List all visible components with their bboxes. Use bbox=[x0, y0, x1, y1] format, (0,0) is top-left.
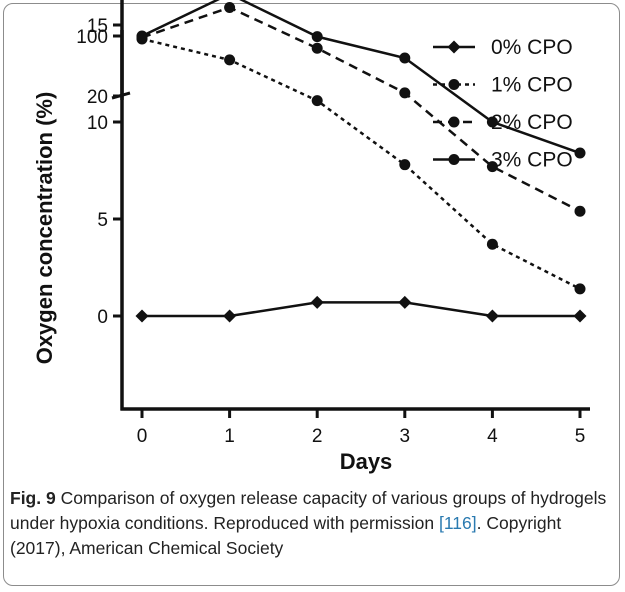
x-tick-label: 1 bbox=[224, 426, 235, 447]
y-tick-label: 0 bbox=[97, 307, 108, 328]
series-2-cpo-point bbox=[574, 205, 586, 217]
caption-text: Comparison of oxygen release capacity of… bbox=[10, 488, 607, 533]
series-0-cpo-point bbox=[135, 309, 149, 323]
series-3-cpo-point bbox=[311, 31, 323, 43]
x-axis-title: Days bbox=[340, 449, 393, 474]
series-0-cpo-point bbox=[573, 309, 587, 323]
legend-label: 1% CPO bbox=[491, 74, 573, 97]
x-tick-label: 5 bbox=[575, 426, 586, 447]
x-tick-label: 4 bbox=[487, 426, 498, 447]
x-tick-label: 3 bbox=[400, 426, 411, 447]
y-tick-label: 20 bbox=[87, 87, 108, 108]
legend-marker bbox=[447, 40, 461, 54]
x-tick-label: 0 bbox=[137, 426, 148, 447]
series-2-cpo-point bbox=[224, 2, 236, 14]
legend-marker bbox=[448, 154, 460, 165]
series-2-cpo-point bbox=[486, 161, 498, 173]
series-3-cpo-point bbox=[136, 30, 148, 42]
series-1-cpo-point bbox=[399, 159, 411, 171]
legend-marker bbox=[448, 79, 460, 90]
figure-label: Fig. 9 bbox=[10, 488, 56, 508]
series-1-cpo-point bbox=[224, 54, 236, 66]
series-1-cpo-point bbox=[574, 283, 586, 295]
series-0-cpo-point bbox=[310, 295, 324, 309]
series-0-cpo-line bbox=[142, 301, 580, 318]
y-tick-label: 10 bbox=[87, 113, 108, 134]
caption-copyright: . Copyright (2017), American Chemical So… bbox=[10, 513, 562, 558]
series-3-cpo-line bbox=[141, 0, 581, 155]
series-3-cpo-point bbox=[399, 52, 411, 64]
series-2-cpo-point bbox=[311, 42, 323, 54]
figure-caption: Fig. 9 Comparison of oxygen release capa… bbox=[10, 486, 610, 561]
legend-label: 0% CPO bbox=[491, 36, 573, 59]
series-2-cpo-point bbox=[399, 87, 411, 99]
y-tick-label: 100 bbox=[76, 27, 108, 48]
line-chart: 2010005101520012345DaysOxygen concentrat… bbox=[32, 0, 590, 474]
series-1-cpo-line bbox=[141, 37, 581, 290]
series-3-cpo-point bbox=[574, 147, 586, 159]
figure-frame bbox=[3, 3, 620, 586]
y-tick-label: 5 bbox=[97, 210, 108, 231]
series-0-cpo-point bbox=[223, 309, 237, 323]
series-2-cpo-line bbox=[141, 6, 581, 213]
series-0-cpo-point bbox=[485, 309, 499, 323]
series-3-cpo-point bbox=[486, 116, 498, 128]
y-tick-label: 15 bbox=[87, 16, 108, 37]
x-tick-label: 2 bbox=[312, 426, 323, 447]
legend-label: 3% CPO bbox=[491, 149, 573, 172]
y-axis-title: Oxygen concentration (%) bbox=[32, 92, 57, 365]
reference-link[interactable]: [116] bbox=[439, 513, 477, 533]
series-1-cpo-point bbox=[311, 95, 323, 107]
legend-marker bbox=[448, 116, 460, 128]
series-0-cpo-point bbox=[398, 295, 412, 309]
series-1-cpo-point bbox=[486, 238, 498, 250]
legend-label: 2% CPO bbox=[491, 111, 573, 134]
